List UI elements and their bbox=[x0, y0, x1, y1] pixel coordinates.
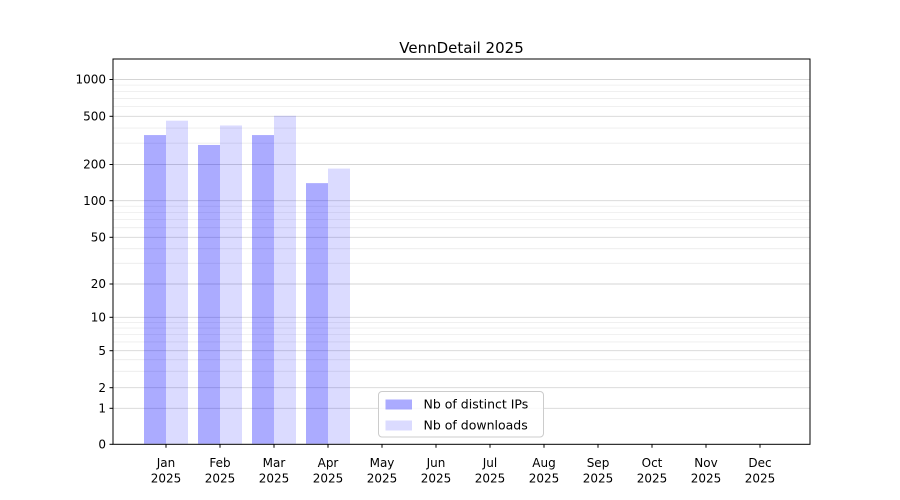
y-tick-label: 1000 bbox=[75, 73, 106, 87]
y-tick-label: 0 bbox=[98, 438, 106, 452]
y-tick-label: 5 bbox=[98, 344, 106, 358]
x-tick-label-year: 2025 bbox=[691, 472, 722, 486]
legend-label-distinct-ips: Nb of distinct IPs bbox=[424, 397, 529, 412]
x-tick-label-month: Nov bbox=[694, 456, 717, 470]
x-tick-label-month: Oct bbox=[642, 456, 663, 470]
x-tick-label-month: Aug bbox=[532, 456, 555, 470]
bar-nb-of-distinct-ips-feb bbox=[198, 144, 220, 444]
x-tick-label-month: Jan bbox=[156, 456, 176, 470]
plot-frame bbox=[112, 58, 811, 445]
x-tick-label-year: 2025 bbox=[313, 472, 344, 486]
y-tick-label: 200 bbox=[83, 158, 106, 172]
legend-label-downloads: Nb of downloads bbox=[424, 418, 528, 433]
bar-nb-of-distinct-ips-jan bbox=[144, 135, 166, 444]
x-tick-label-year: 2025 bbox=[475, 472, 506, 486]
y-tick-label: 100 bbox=[83, 194, 106, 208]
x-tick-label-month: Mar bbox=[263, 456, 286, 470]
minor-gridlines bbox=[113, 84, 810, 372]
x-tick-label-year: 2025 bbox=[529, 472, 560, 486]
x-tick-label-month: Jul bbox=[482, 456, 497, 470]
x-tick-label-month: Dec bbox=[748, 456, 771, 470]
y-tick-label: 1 bbox=[98, 402, 106, 416]
x-tick-label-month: Feb bbox=[209, 456, 230, 470]
x-tick-label-year: 2025 bbox=[367, 472, 398, 486]
x-tick-label-year: 2025 bbox=[421, 472, 452, 486]
bars bbox=[144, 115, 350, 444]
x-tick-label-month: Apr bbox=[318, 456, 339, 470]
chart-title: VennDetail 2025 bbox=[399, 39, 523, 57]
x-tick-label-month: May bbox=[370, 456, 395, 470]
y-tick-label: 10 bbox=[91, 311, 106, 325]
major-gridlines bbox=[113, 79, 810, 409]
y-tick-label: 500 bbox=[83, 110, 106, 124]
x-tick-label-year: 2025 bbox=[583, 472, 614, 486]
bar-nb-of-downloads-feb bbox=[220, 125, 242, 444]
x-tick-label-month: Jun bbox=[426, 456, 446, 470]
y-tick-label: 2 bbox=[98, 381, 106, 395]
x-tick-label-year: 2025 bbox=[205, 472, 236, 486]
x-tick-label-year: 2025 bbox=[745, 472, 776, 486]
legend: Nb of distinct IPs Nb of downloads bbox=[378, 391, 544, 438]
y-tick-label: 50 bbox=[91, 231, 106, 245]
bar-nb-of-downloads-apr bbox=[328, 168, 350, 444]
x-tick-label-year: 2025 bbox=[259, 472, 290, 486]
bar-nb-of-distinct-ips-apr bbox=[306, 183, 328, 444]
x-axis-ticks: Jan 2025 Feb 2025 Mar 2025 Apr 2025 May 2025 Jun 20… bbox=[151, 444, 776, 486]
y-axis-ticks: 0 1 2 5 10 20 50 100 200 500 1000 bbox=[75, 73, 113, 452]
y-tick-label: 20 bbox=[91, 277, 106, 291]
bar-nb-of-distinct-ips-mar bbox=[252, 135, 274, 444]
x-tick-label-month: Sep bbox=[587, 456, 610, 470]
bar-nb-of-downloads-jan bbox=[166, 120, 188, 444]
legend-swatch-downloads bbox=[385, 420, 412, 431]
legend-box bbox=[378, 391, 544, 438]
x-tick-label-year: 2025 bbox=[637, 472, 668, 486]
x-tick-label-year: 2025 bbox=[151, 472, 182, 486]
legend-swatch-distinct-ips bbox=[385, 399, 412, 410]
bar-nb-of-downloads-mar bbox=[274, 115, 296, 444]
